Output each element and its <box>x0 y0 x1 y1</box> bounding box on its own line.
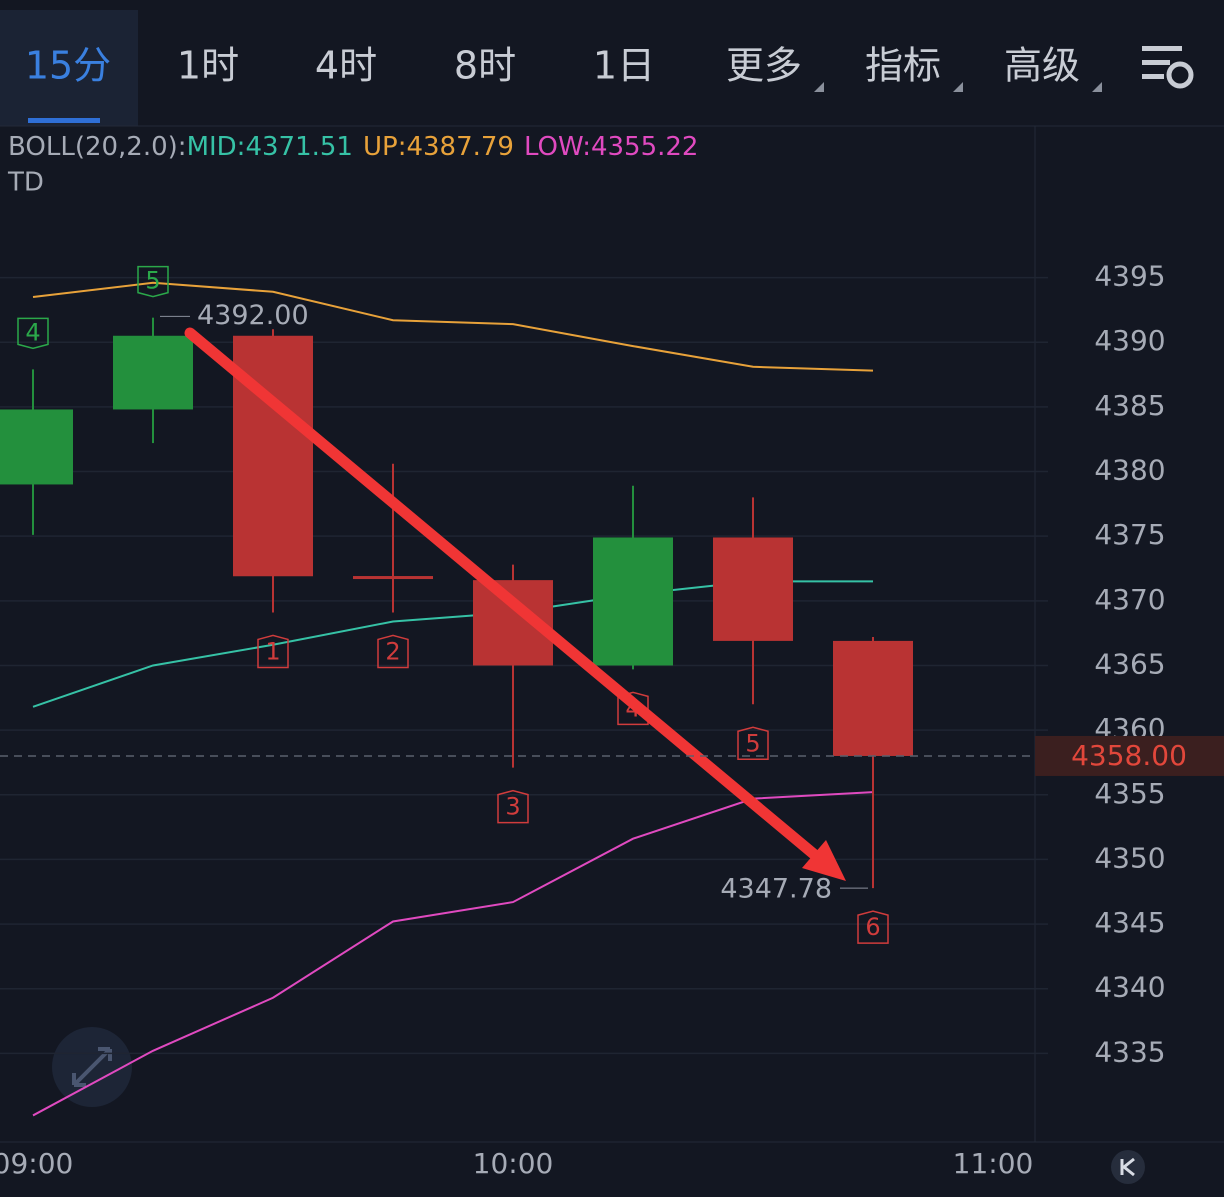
td-label: 5 <box>745 729 760 757</box>
x-tick-label: 11:00 <box>953 1147 1034 1180</box>
band-line <box>32 281 874 372</box>
tab[interactable]: 1时 <box>177 44 239 88</box>
y-tick-label: 4340 <box>1094 971 1165 1004</box>
high-marker-label: 4392.00 <box>197 300 309 331</box>
tab[interactable]: 1日 <box>593 44 655 88</box>
td-label: 1 <box>265 637 280 665</box>
tab[interactable]: 4时 <box>315 44 377 88</box>
dropdown-caret <box>814 82 824 92</box>
band-line <box>32 791 874 1117</box>
k-button[interactable] <box>1111 1150 1145 1184</box>
candle-body <box>833 640 913 756</box>
td-title: TD <box>7 168 44 198</box>
y-tick-label: 4345 <box>1094 906 1165 939</box>
y-tick-label: 4380 <box>1094 454 1165 487</box>
x-tick-label: 09:00 <box>0 1147 73 1180</box>
top-bar <box>0 0 1224 126</box>
y-tick-label: 4335 <box>1094 1035 1165 1068</box>
td-label: 6 <box>865 913 880 941</box>
td-label: 5 <box>145 267 160 295</box>
active-tab-underline <box>28 118 100 123</box>
settings-icon[interactable] <box>1142 46 1194 89</box>
candle-body <box>713 537 793 641</box>
tab[interactable]: 指标 <box>865 44 941 88</box>
td-label: 4 <box>25 318 40 346</box>
y-tick-label: 4350 <box>1094 841 1165 874</box>
y-tick-label: 4355 <box>1094 777 1165 810</box>
dropdown-caret <box>953 82 963 92</box>
trend-arrow-head <box>802 840 846 881</box>
low-marker-label: 4347.78 <box>720 874 832 905</box>
y-tick-label: 4370 <box>1094 583 1165 616</box>
candle-body <box>113 335 193 410</box>
td-box <box>257 634 289 669</box>
tab[interactable]: 高级 <box>1004 44 1080 88</box>
td-label: 3 <box>505 793 520 821</box>
candle-body <box>0 409 73 485</box>
y-tick-label: 4390 <box>1094 324 1165 357</box>
k-icon <box>1120 1157 1135 1177</box>
candle-body <box>593 537 673 666</box>
td-box <box>857 910 889 944</box>
dropdown-caret <box>1092 82 1102 92</box>
y-tick-label: 4395 <box>1094 260 1165 293</box>
y-tick-label: 4375 <box>1094 518 1165 551</box>
tab[interactable]: 8时 <box>454 44 516 88</box>
y-tick-label: 4365 <box>1094 647 1165 680</box>
active-tab-bg <box>0 10 138 126</box>
td-box <box>17 317 49 350</box>
y-tick-label: 4385 <box>1094 389 1165 422</box>
td-box <box>137 265 169 298</box>
td-box <box>497 789 529 824</box>
indicator-header: BOLL(20,2.0):MID:4371.51 UP:4387.79 LOW:43… <box>8 132 698 162</box>
trend-arrow <box>184 327 834 872</box>
tab[interactable]: 更多 <box>726 44 802 88</box>
last-price-box <box>1035 735 1224 776</box>
x-tick-label: 10:00 <box>473 1147 554 1180</box>
tab[interactable]: 15分 <box>25 44 111 88</box>
candle-body <box>353 576 433 580</box>
td-box <box>737 726 769 761</box>
td-box <box>377 634 409 669</box>
td-label: 2 <box>385 637 400 665</box>
last-price-label: 4358.00 <box>1071 739 1187 772</box>
expand-icon <box>72 1047 112 1087</box>
